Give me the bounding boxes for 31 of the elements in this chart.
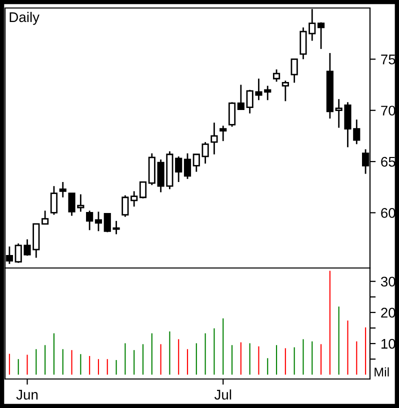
y-tick-label: 60 <box>381 208 396 218</box>
candlestick <box>282 80 289 102</box>
candlestick <box>42 210 49 225</box>
y-tick-label: 20 <box>381 308 396 318</box>
candlestick <box>228 101 236 128</box>
candlestick <box>130 190 138 208</box>
y-tick-label: 30 <box>380 276 396 287</box>
y-axis-title: Mil <box>374 367 389 376</box>
candlestick <box>202 141 209 164</box>
candlestick <box>210 122 218 156</box>
x-tick-label: Jun <box>16 390 38 400</box>
chart-title: Daily <box>10 12 40 25</box>
candlestick <box>220 125 227 142</box>
candlestick <box>175 156 182 183</box>
candlestick <box>317 22 325 50</box>
y-tick-label: 65 <box>381 156 396 167</box>
candlestick <box>59 181 66 198</box>
candlestick <box>272 68 280 82</box>
candlestick <box>122 194 129 218</box>
y-tick-label: 70 <box>381 106 396 116</box>
candlestick <box>237 84 244 110</box>
candlestick <box>50 185 58 216</box>
y-tick-label: 10 <box>381 338 396 349</box>
candlestick <box>139 181 147 200</box>
candlestick <box>184 152 192 180</box>
candlestick <box>94 211 102 232</box>
x-tick-label: Jul <box>214 389 232 400</box>
candlestick <box>86 210 94 231</box>
candlestick <box>192 154 200 172</box>
y-tick-label: 75 <box>381 54 396 64</box>
candlestick <box>290 58 298 84</box>
